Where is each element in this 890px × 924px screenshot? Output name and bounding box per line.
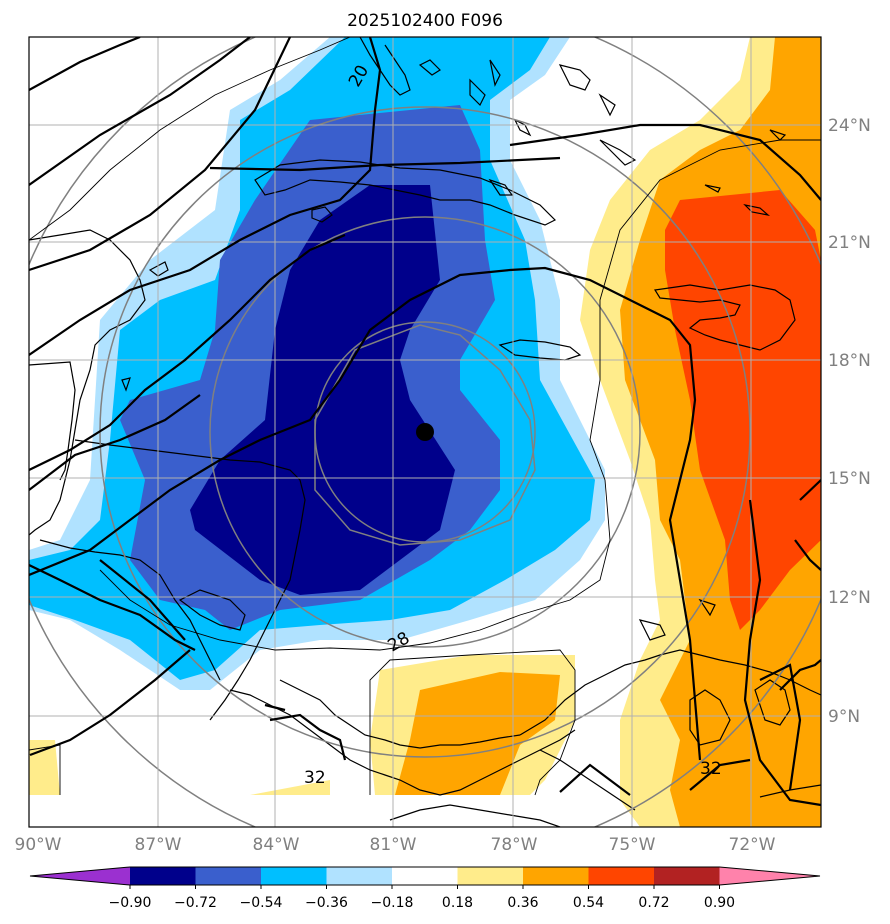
- lat-label-24: 24°N: [828, 116, 871, 136]
- colorbar-segment: [588, 867, 654, 885]
- colorbar-segment: [392, 867, 458, 885]
- longitude-labels: 90°W 87°W 84°W 81°W 78°W 75°W 72°W: [15, 835, 776, 855]
- colorbar-segment: [326, 867, 392, 885]
- colorbar-segment: [523, 867, 589, 885]
- shade-orange-south: [395, 672, 560, 795]
- map-frame: [28, 36, 822, 828]
- shade-navy: [190, 185, 455, 595]
- colorbar: −0.90 −0.72 −0.54 −0.36 −0.18 0.18 0.36 …: [29, 866, 821, 911]
- colorbar-tick-label: −0.54: [240, 895, 283, 911]
- colorbar-arrow-low: [30, 867, 130, 885]
- lat-label-18: 18°N: [828, 351, 871, 371]
- lat-label-21: 21°N: [828, 233, 871, 253]
- contour-label-32-east: 32: [700, 759, 722, 779]
- colorbar-segment: [654, 867, 720, 885]
- colorbar-segment: [457, 867, 523, 885]
- map-plot-area: [29, 37, 821, 827]
- colorbar-tick-label: 0.90: [704, 895, 735, 911]
- shade-light-yellow-sw: [29, 740, 60, 795]
- lat-label-12: 12°N: [828, 588, 871, 608]
- colorbar-tick-label: −0.36: [305, 895, 348, 911]
- coastlines: [29, 37, 821, 827]
- colorbar-segment: [130, 867, 196, 885]
- lon-label-84: 84°W: [253, 835, 300, 855]
- shade-red-orange-east: [665, 190, 821, 630]
- colorbar-tick-label: −0.18: [371, 895, 414, 911]
- thin-contours: [29, 37, 821, 796]
- colorbar-tick-label: 0.18: [442, 895, 473, 911]
- contour-label-32-west: 32: [304, 768, 326, 788]
- colorbar-tick-label: −0.72: [174, 895, 217, 911]
- lon-label-87: 87°W: [135, 835, 182, 855]
- colorbar-segment: [195, 867, 261, 885]
- colorbar-tick-label: 0.72: [638, 895, 669, 911]
- colorbar-tick-label: 0.36: [507, 895, 538, 911]
- storm-center-marker: [416, 423, 434, 441]
- latitude-labels: 24°N 21°N 18°N 15°N 12°N 9°N: [828, 116, 871, 727]
- lat-label-9: 9°N: [828, 707, 860, 727]
- lon-label-90: 90°W: [15, 835, 62, 855]
- thick-contours: [29, 37, 821, 807]
- map-title: 2025102400 F096: [347, 11, 503, 31]
- lon-label-78: 78°W: [491, 835, 538, 855]
- colorbar-tick-label: 0.54: [573, 895, 604, 911]
- inner-grey-contour: [314, 324, 536, 546]
- colorbar-arrow-high: [719, 867, 820, 885]
- colorbar-tick-label: −0.90: [109, 895, 152, 911]
- lon-label-75: 75°W: [609, 835, 656, 855]
- lon-label-72: 72°W: [729, 835, 776, 855]
- shade-light-yellow-s2: [250, 780, 330, 795]
- colorbar-segment: [261, 867, 327, 885]
- lon-label-81: 81°W: [370, 835, 417, 855]
- lat-label-15: 15°N: [828, 469, 871, 489]
